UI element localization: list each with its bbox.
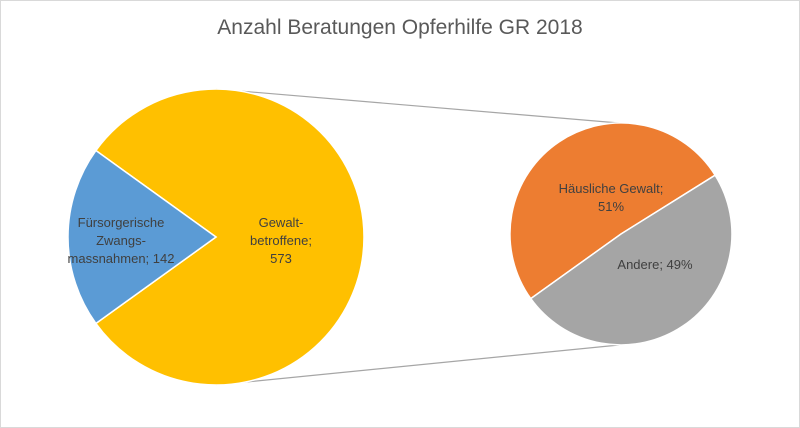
- chart-title: Anzahl Beratungen Opferhilfe GR 2018: [217, 16, 583, 39]
- pie-slice-fuersorgerische-zwangsmassnahmen: [67, 149, 218, 325]
- pie-slice-haeusliche-gewalt: [509, 122, 717, 300]
- connector-line-bottom: [215, 344, 620, 386]
- data-label-andere: Andere; 49%: [617, 257, 693, 272]
- connector-line-top: [215, 88, 620, 124]
- pie-slice-andere: [529, 174, 733, 346]
- data-label-fuersorgerische-zwangsmassnahmen: Fürsorgerische Zwangs-massnahmen; 142: [68, 215, 175, 266]
- pie-slice-gewaltbetroffene: [94, 88, 365, 386]
- data-label-gewaltbetroffene: Gewalt-betroffene; 573: [250, 215, 312, 266]
- data-label-haeusliche-gewalt: Häusliche Gewalt; 51%: [559, 181, 664, 214]
